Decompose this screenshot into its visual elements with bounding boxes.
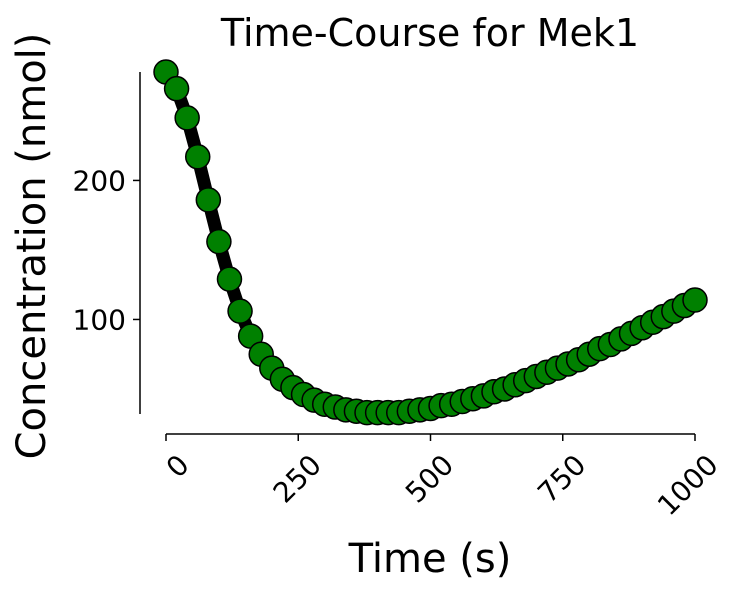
y-tick-label: 100 xyxy=(73,303,126,336)
x-tick-label: 1000 xyxy=(651,448,725,522)
data-point xyxy=(195,187,222,213)
x-axis-label: Time (s) xyxy=(348,536,512,582)
data-point xyxy=(184,144,211,170)
data-point xyxy=(206,228,232,255)
y-axis-label: Concentration (nmol) xyxy=(9,33,55,460)
series-line xyxy=(159,65,702,420)
data-point xyxy=(163,75,190,102)
data-point xyxy=(216,266,243,292)
x-tick-label: 750 xyxy=(531,448,592,509)
x-ticks: 0 250 500 750 1000 xyxy=(160,434,725,522)
data-point xyxy=(682,287,708,313)
y-tick-label: 200 xyxy=(73,164,126,197)
x-tick-label: 500 xyxy=(399,448,460,509)
data-point xyxy=(174,105,200,131)
series-layer xyxy=(153,59,708,426)
y-ticks: 100 200 xyxy=(73,164,140,336)
data-point xyxy=(227,298,253,324)
x-tick-label: 0 xyxy=(160,448,196,484)
chart-title: Time-Course for Mek1 xyxy=(220,11,639,55)
x-tick-label: 250 xyxy=(267,448,328,509)
